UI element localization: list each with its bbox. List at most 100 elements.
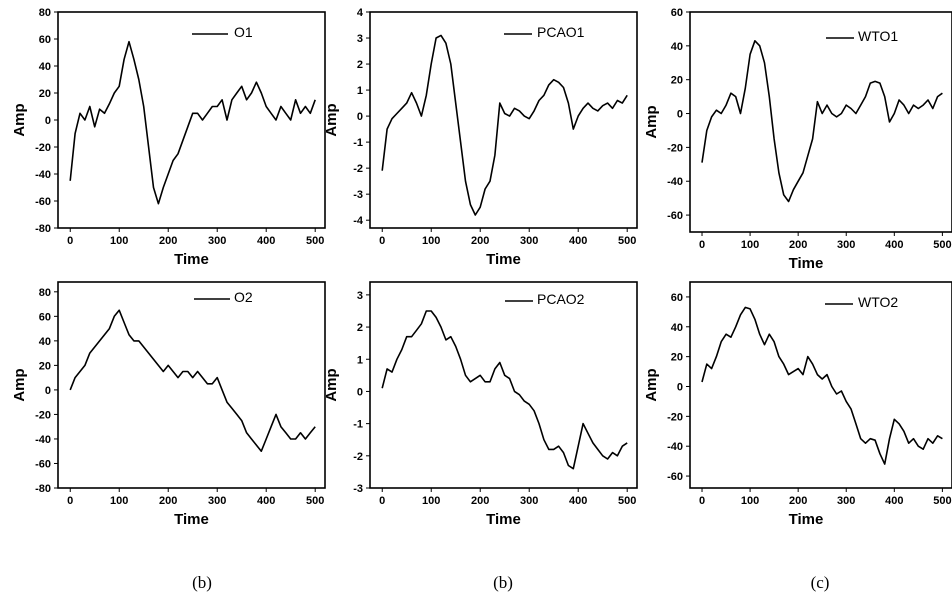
y-tick-label: -2 [353,451,363,463]
x-axis-title: Time [789,255,824,272]
y-tick-label: 0 [357,386,363,398]
y-tick-label: -60 [667,471,683,483]
x-axis-title: Time [789,511,824,528]
x-tick-label: 100 [741,239,759,251]
y-tick-label: 40 [671,41,683,53]
chart-panel-4: 0 100 200 300 400 500 -80 -60 -40 -20 0 20 40 60 80 Tim… [11,281,326,528]
series-line-1 [381,310,628,470]
y-tick-label: -80 [35,483,51,495]
x-tick-label: 400 [569,495,587,507]
series-line-1 [69,309,316,453]
x-tick-label: 0 [699,495,705,507]
y-tick-label: -80 [35,223,51,235]
chart-panel-3: 0 100 200 300 400 500 -60 -40 -20 0 20 40 60 Time Amp W… [643,7,952,272]
y-tick-label: -40 [35,169,51,181]
y-tick-label: -1 [353,137,363,149]
x-tick-label: 300 [520,495,538,507]
caption-right: (c) [811,573,830,592]
x-tick-label: 0 [379,495,385,507]
x-tick-label: 100 [110,495,128,507]
y-axis-title: Amp [323,368,340,401]
x-axis-title: Time [174,251,209,268]
y-tick-label: -3 [353,189,363,201]
x-tick-label: 200 [789,239,807,251]
series-line-1 [381,34,628,216]
plot-frame [369,281,638,489]
y-tick-label: 0 [677,109,683,121]
x-tick-label: 100 [741,495,759,507]
series-line-1 [701,39,943,203]
y-tick-label: -40 [667,176,683,188]
x-tick-label: 200 [789,495,807,507]
chart-panel-5: 0 100 200 300 400 500 -3 -2 -1 0 1 2 3 Time Amp PCAO2 [323,281,638,528]
y-tick-label: -20 [35,142,51,154]
legend-label: PCAO1 [537,24,585,40]
y-axis-title: Amp [11,103,28,136]
y-tick-label: 60 [671,292,683,304]
plot-frame [369,11,638,229]
y-tick-label: 0 [45,385,51,397]
x-tick-label: 400 [885,239,903,251]
x-tick-label: 100 [422,235,440,247]
plot-frame [689,11,952,233]
caption-middle: (b) [493,573,513,592]
y-tick-label: 4 [357,7,364,19]
legend-label: O2 [234,289,253,305]
y-tick-label: 3 [357,33,363,45]
y-tick-label: 40 [39,336,51,348]
plot-frame [57,11,326,229]
chart-panel-1: 0 100 200 300 400 500 -80 -60 -40 -20 0 20 40 60 80 Tim… [11,7,326,268]
x-tick-label: 300 [208,235,226,247]
chart-panels: 0 100 200 300 400 500-80-60-40-20020406080Tim… [11,7,952,528]
y-tick-label: -1 [353,419,363,431]
plot-frame [57,281,326,489]
x-tick-label: 400 [569,235,587,247]
y-tick-label: 20 [671,75,683,87]
chart-panel-2: 0 100 200 300 400 500 -4 -3 -2 -1 0 1 2 3 4 Time Amp PCAO… [323,7,638,268]
y-tick-label: 80 [39,287,51,299]
y-tick-label: 20 [671,352,683,364]
x-axis-title: Time [486,251,521,268]
y-axis-title: Amp [323,103,340,136]
x-tick-label: 300 [520,235,538,247]
y-tick-label: -3 [353,483,363,495]
y-tick-label: 40 [671,322,683,334]
y-tick-label: 80 [39,7,51,19]
chart-panel-6: 0 100 200 300 400 500 -60 -40 -20 0 20 40 60 Time Amp W… [643,281,952,528]
y-tick-label: -60 [35,458,51,470]
x-tick-label: 0 [67,495,73,507]
x-tick-label: 0 [67,235,73,247]
y-tick-label: 0 [45,115,51,127]
y-tick-label: 60 [39,34,51,46]
x-tick-label: 500 [933,495,951,507]
legend-label: WTO2 [858,294,898,310]
y-tick-label: 0 [357,111,363,123]
y-tick-label: -20 [667,411,683,423]
y-tick-label: 40 [39,61,51,73]
legend-label: PCAO2 [537,291,585,307]
y-tick-label: 60 [671,7,683,19]
x-tick-label: 100 [422,495,440,507]
x-tick-label: 0 [699,239,705,251]
y-tick-label: -60 [35,196,51,208]
legend-label: O1 [234,24,253,40]
x-tick-label: 300 [837,495,855,507]
y-tick-label: -4 [353,215,364,227]
x-tick-label: 400 [257,495,275,507]
y-tick-label: 3 [357,290,363,302]
x-axis-title: Time [486,511,521,528]
x-tick-label: 500 [306,235,324,247]
x-tick-label: 500 [933,239,951,251]
y-axis-title: Amp [643,105,660,138]
x-tick-label: 300 [837,239,855,251]
y-axis-title: Amp [643,368,660,401]
x-tick-label: 500 [618,235,636,247]
y-tick-label: 1 [357,85,363,97]
y-tick-label: 1 [357,354,363,366]
x-tick-label: 500 [618,495,636,507]
y-tick-label: 2 [357,59,363,71]
x-tick-label: 200 [159,235,177,247]
y-tick-label: -2 [353,163,363,175]
y-tick-label: -40 [667,441,683,453]
